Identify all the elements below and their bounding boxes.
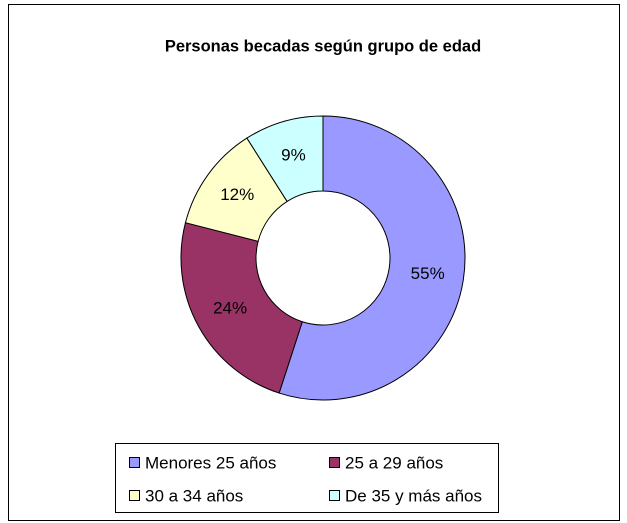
legend-swatch: [129, 490, 140, 501]
legend-swatch: [329, 490, 340, 501]
chart-border: [8, 4, 620, 521]
chart-title: Personas becadas según grupo de edad: [165, 37, 481, 55]
legend-swatch: [129, 457, 140, 468]
data-label: 24%: [213, 299, 247, 318]
donut-slice: [278, 115, 466, 401]
data-label: 12%: [220, 185, 254, 204]
donut-slice: [180, 222, 303, 394]
legend-label: 30 a 34 años: [145, 486, 243, 505]
donut-slice: [246, 115, 324, 203]
data-label: 55%: [411, 264, 445, 283]
legend-label: De 35 y más años: [345, 486, 482, 505]
legend-swatch: [329, 457, 340, 468]
legend-label: Menores 25 años: [145, 453, 276, 472]
data-label: 9%: [281, 146, 306, 165]
legend-box: [115, 443, 499, 513]
legend-label: 25 a 29 años: [345, 453, 443, 472]
